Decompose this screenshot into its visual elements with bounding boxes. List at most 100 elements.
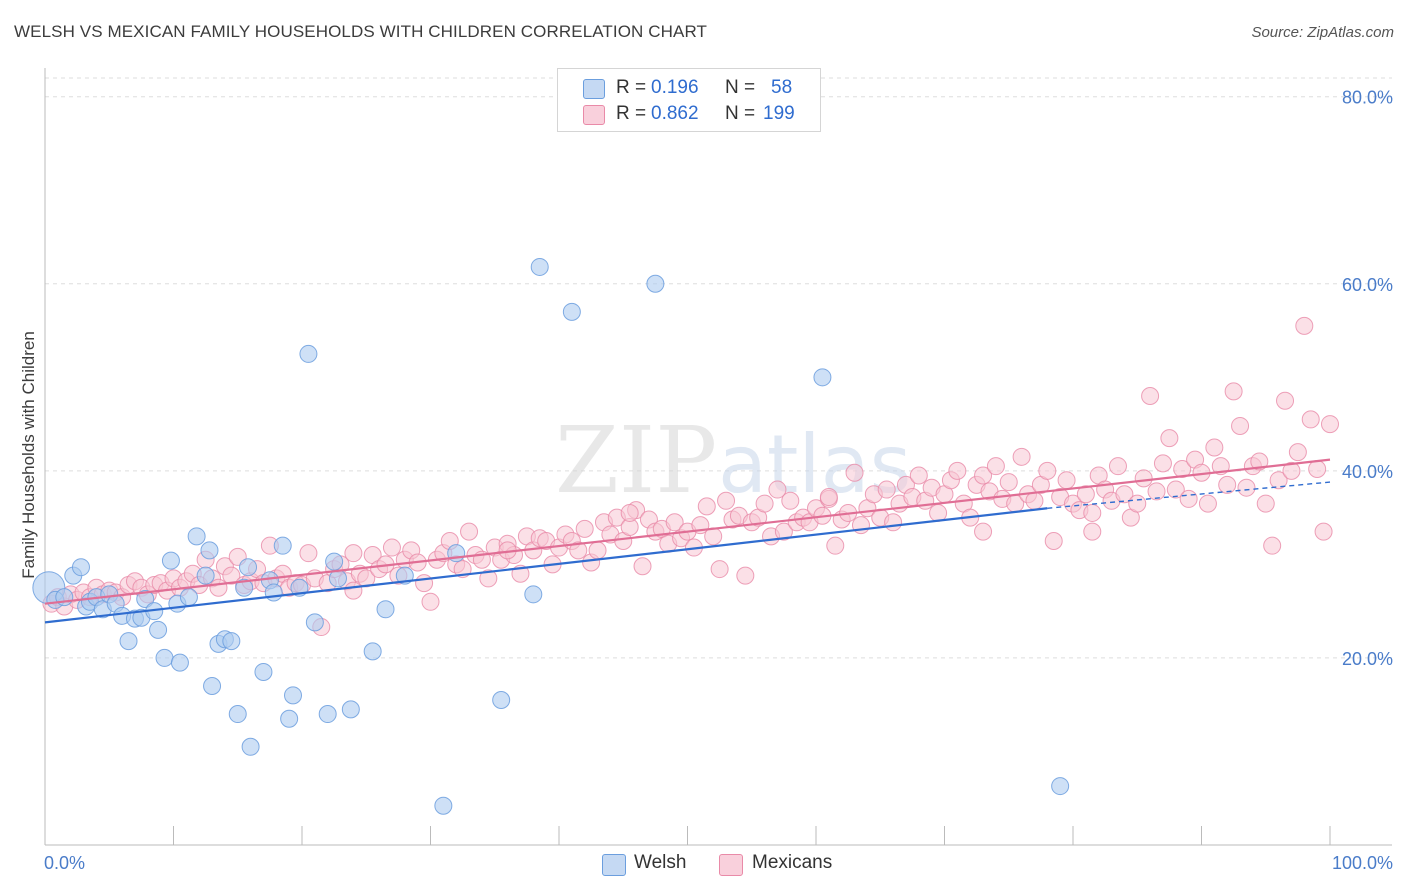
welsh-point [562, 302, 581, 321]
mexicans-point [665, 513, 684, 532]
mexicans-point [1314, 522, 1333, 541]
mexicans-point [929, 503, 948, 522]
legend-n-mexicans: 199 [763, 103, 795, 124]
mexicans-point [588, 541, 607, 560]
welsh-point [136, 589, 155, 608]
legend-n-label: N = [725, 103, 756, 124]
bottom-legend-swatch-mexicans [719, 854, 743, 876]
x-tick-label: 0.0% [44, 853, 85, 873]
trend-lines [44, 458, 1331, 624]
welsh-point [305, 613, 324, 632]
x-tick-label: 100.0% [1332, 853, 1393, 873]
mexicans-point [845, 463, 864, 482]
welsh-point [273, 536, 292, 555]
mexicans-point [819, 488, 838, 507]
mexicans-point [1057, 471, 1076, 490]
mexicans-point [460, 522, 479, 541]
mexicans-point [986, 457, 1005, 476]
mexicans-point [1115, 485, 1134, 504]
mexicans-point [357, 569, 376, 588]
welsh-point [222, 632, 241, 651]
legend-n-welsh: 58 [771, 77, 793, 98]
welsh-point [363, 642, 382, 661]
mexicans-point [877, 480, 896, 499]
welsh-point [492, 691, 511, 710]
mexicans-point [620, 503, 639, 522]
mexicans-point [1237, 478, 1256, 497]
welsh-point [1051, 777, 1070, 796]
mexicans-point [884, 513, 903, 532]
mexicans-point [344, 581, 363, 600]
stats-legend: R = 0.196 N = 58 R = 0.862 N = 199 [557, 68, 821, 132]
welsh-point [187, 527, 206, 546]
welsh-point [228, 705, 247, 724]
axes [44, 68, 1392, 846]
mexicans-point [1198, 494, 1217, 513]
welsh-point [280, 709, 299, 728]
mexicans-point [974, 522, 993, 541]
legend-row-mexicans: R = 0.862 N = 199 [558, 103, 820, 127]
mexicans-point [909, 466, 928, 485]
mexicans-point [1153, 454, 1172, 473]
welsh-point [318, 705, 337, 724]
mexicans-point [1295, 316, 1314, 335]
mexicans-point [633, 557, 652, 576]
welsh-trend-line [44, 507, 1048, 624]
mexicans-point [209, 578, 228, 597]
mexicans-point [1128, 494, 1147, 513]
mexicans-point [421, 592, 440, 611]
welsh-point [530, 257, 549, 276]
legend-r-mexicans: 0.862 [651, 103, 699, 124]
mexicans-point [1179, 489, 1198, 508]
welsh-point [155, 648, 174, 667]
welsh-point [434, 796, 453, 815]
mexicans-point [1218, 475, 1237, 494]
welsh-point [119, 632, 138, 651]
mexicans-point [1256, 494, 1275, 513]
welsh-point [341, 700, 360, 719]
mexicans-point [1038, 461, 1057, 480]
mexicans-point [1083, 503, 1102, 522]
mexicans-point [1147, 482, 1166, 501]
mexicans-point [222, 566, 241, 585]
mexicans-point [736, 566, 755, 585]
mexicans-point [382, 538, 401, 557]
mexicans-point [1288, 443, 1307, 462]
y-axis-title: Family Households with Children [19, 331, 38, 579]
mexicans-point [768, 480, 787, 499]
mexicans-point [948, 461, 967, 480]
legend-swatch-welsh [583, 79, 605, 99]
welsh-point [254, 662, 273, 681]
mexicans-point [717, 491, 736, 510]
mexicans-point [1263, 536, 1282, 555]
mexicans-point [774, 522, 793, 541]
welsh-point [813, 368, 832, 387]
mexicans-point [1276, 391, 1295, 410]
mexicans-point [1173, 459, 1192, 478]
mexicans-point [1224, 382, 1243, 401]
y-tick-label: 40.0% [1342, 462, 1393, 482]
mexicans-point [1012, 447, 1031, 466]
mexicans-point [1269, 471, 1288, 490]
welsh-point [161, 551, 180, 570]
mexicans-point [344, 544, 363, 563]
y-tick-label: 20.0% [1342, 649, 1393, 669]
welsh-point [200, 541, 219, 560]
source-label: Source: ZipAtlas.com [1251, 24, 1394, 41]
mexicans-point [575, 519, 594, 538]
legend-swatch-mexicans [583, 105, 605, 125]
mexicans-point [697, 497, 716, 516]
welsh-point [203, 676, 222, 695]
mexicans-point [781, 491, 800, 510]
mexicans-point [1231, 416, 1250, 435]
legend-row-welsh: R = 0.196 N = 58 [558, 77, 820, 101]
mexicans-point [415, 574, 434, 593]
mexicans-point [479, 569, 498, 588]
mexicans-point [1083, 522, 1102, 541]
mexicans-point [1044, 532, 1063, 551]
mexicans-point [1076, 485, 1095, 504]
mexicans-point [1301, 410, 1320, 429]
welsh-point [235, 578, 254, 597]
mexicans-point [1025, 491, 1044, 510]
